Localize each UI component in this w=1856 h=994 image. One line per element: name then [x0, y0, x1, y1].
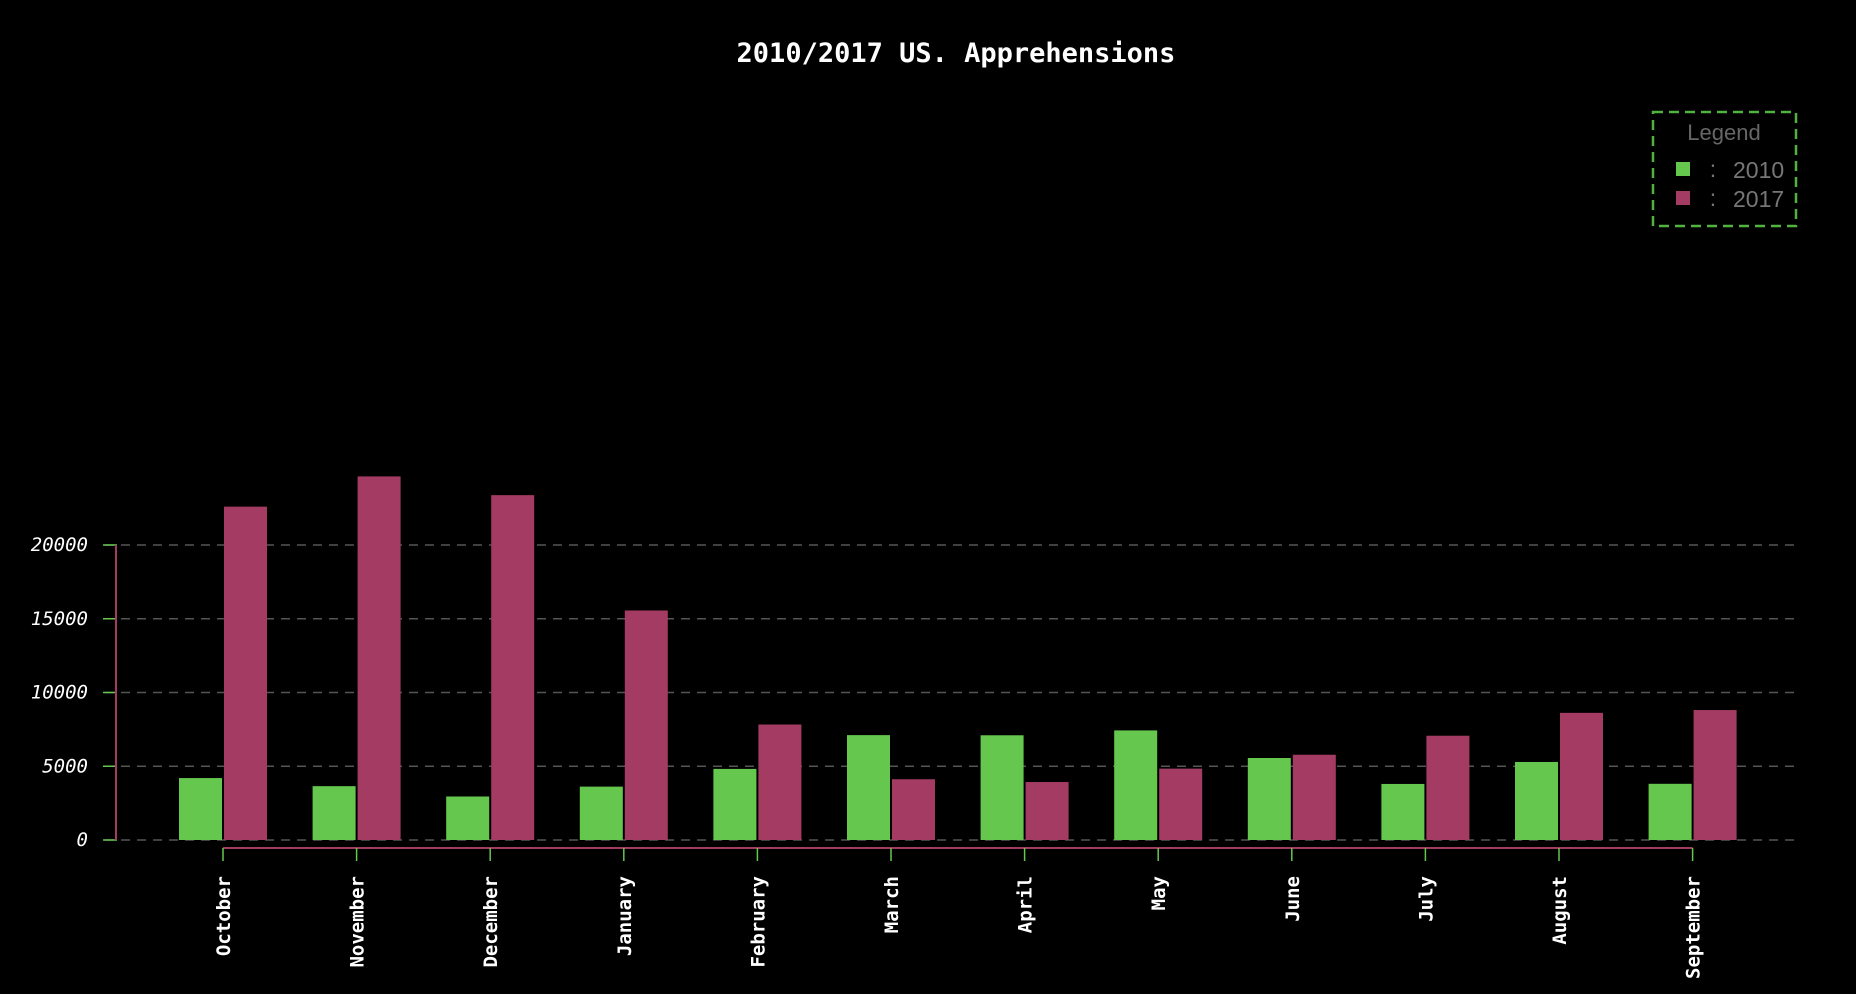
x-tick-label: February: [747, 876, 769, 968]
legend-label-2017: 2017: [1733, 186, 1784, 212]
x-tick-label: September: [1683, 876, 1705, 979]
y-tick-label: 0: [77, 829, 88, 851]
legend-frame: [1651, 110, 1798, 228]
x-tick-label: March: [881, 876, 903, 933]
bar-2010-october: [179, 778, 222, 840]
bar-2017-april: [1025, 782, 1069, 840]
bar-2010-february: [713, 768, 757, 840]
legend: Legend :2010: 2017: [1651, 110, 1798, 228]
axes: 0 5000 10000 15000 20000: [31, 534, 1693, 851]
legend-separator: :: [1710, 156, 1716, 182]
bar-2017-may: [1159, 768, 1203, 840]
x-tick-label: November: [347, 876, 369, 968]
legend-title: Legend: [1687, 120, 1760, 145]
chart-title: 2010/2017 US. Apprehensions: [737, 38, 1176, 69]
bars: [179, 476, 1737, 840]
bar-2017-august: [1560, 712, 1603, 840]
x-tick-label: October: [213, 876, 235, 956]
x-tick-label: June: [1282, 876, 1304, 922]
bar-2010-november: [312, 786, 356, 840]
bar-2017-november: [357, 476, 401, 840]
bar-2010-april: [980, 735, 1024, 840]
y-tick-label: 20000: [31, 534, 88, 556]
legend-swatch-2010: [1676, 162, 1690, 176]
y-tick-label: 5000: [42, 755, 88, 777]
bar-2017-september: [1693, 710, 1737, 840]
bar-2010-september: [1648, 783, 1692, 840]
legend-separator: :: [1710, 185, 1716, 211]
bar-2010-march: [847, 735, 890, 840]
x-tick-label: May: [1148, 876, 1170, 910]
y-tick-label: 15000: [31, 608, 88, 630]
x-tick-label: April: [1015, 876, 1037, 933]
bar-2017-january: [624, 610, 668, 840]
bar-2010-august: [1515, 761, 1558, 840]
bar-2017-march: [892, 779, 935, 840]
x-tick-label: December: [480, 876, 502, 968]
bar-2017-october: [224, 506, 267, 840]
legend-swatch-2017: [1676, 191, 1690, 205]
bar-2010-may: [1114, 730, 1158, 840]
bar-2017-july: [1426, 735, 1470, 840]
x-tick-label: July: [1415, 876, 1437, 922]
bar-2010-july: [1381, 783, 1425, 840]
bar-2017-december: [491, 495, 535, 840]
y-tick-label: 10000: [31, 682, 88, 704]
x-tick-label: January: [614, 876, 636, 956]
x-axis-ticks: October November December January February Ma…: [213, 848, 1705, 979]
bar-2017-february: [758, 724, 802, 840]
bar-2010-june: [1247, 757, 1291, 840]
legend-items: :2010: 2017: [1676, 156, 1784, 212]
bar-2010-december: [446, 796, 490, 840]
x-tick-label: August: [1549, 876, 1571, 945]
legend-label-2010: 2010: [1733, 157, 1784, 183]
bar-2010-january: [579, 786, 623, 840]
bar-2017-june: [1292, 754, 1336, 840]
